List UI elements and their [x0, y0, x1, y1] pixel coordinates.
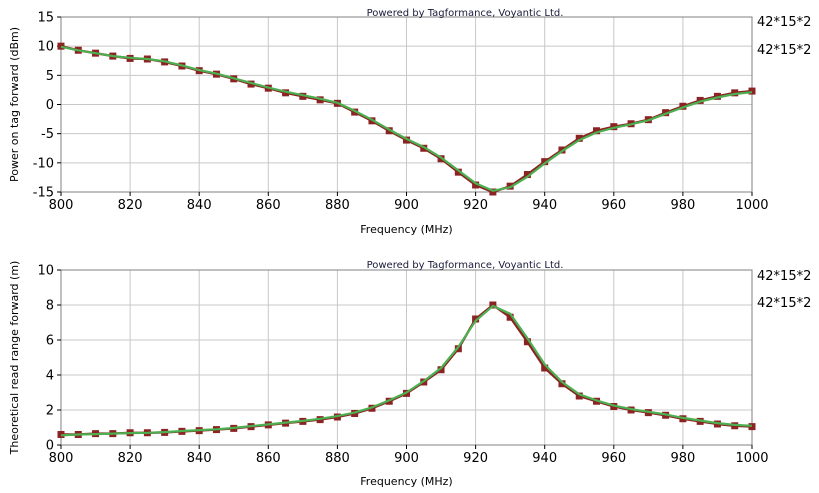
x-tick-label: 980 — [670, 198, 695, 213]
data-point — [489, 188, 497, 196]
data-point — [541, 158, 549, 166]
data-point — [282, 89, 290, 97]
series-line-2 — [60, 304, 753, 437]
legend-entry-1: 42*15*2 — [757, 15, 811, 30]
data-point — [299, 92, 307, 100]
data-point — [696, 96, 704, 104]
y-tick-label: 5 — [46, 69, 54, 84]
x-tick-label: 920 — [463, 451, 488, 466]
data-point — [472, 181, 480, 189]
data-point — [575, 392, 583, 400]
data-point — [593, 127, 601, 135]
data-point — [748, 87, 756, 95]
y-tick-label: 10 — [37, 40, 54, 55]
data-point — [748, 423, 756, 431]
data-point — [713, 92, 721, 100]
y-tick-label: 6 — [46, 334, 54, 349]
x-tick-label: 900 — [394, 451, 419, 466]
y-tick-label: 0 — [46, 98, 54, 113]
chart-2: 800 820 840 860 880 900 920 940 960 980 1000 0 2 4 6 8 1… — [8, 260, 811, 488]
data-point — [247, 80, 255, 88]
data-point — [454, 168, 462, 176]
data-point — [454, 345, 462, 353]
y-tick-label: 15 — [37, 11, 54, 26]
y-tick-label: 2 — [46, 404, 54, 419]
y-tick-label: 4 — [46, 369, 54, 384]
x-tick-label: 840 — [187, 451, 212, 466]
x-tick-label: 880 — [325, 198, 350, 213]
x-axis-label: Frequency (MHz) — [360, 223, 452, 236]
x-tick-label: 840 — [187, 198, 212, 213]
y-axis-label: Theoretical read range forward (m) — [8, 261, 21, 456]
x-tick-label: 820 — [118, 198, 143, 213]
y-tick-label: -10 — [33, 156, 54, 171]
y-tick-label: 8 — [46, 299, 54, 314]
data-point — [558, 380, 566, 388]
data-point — [57, 42, 65, 50]
x-tick-label: 860 — [256, 451, 281, 466]
x-tick-label: 960 — [601, 451, 626, 466]
y-tick-label: 0 — [46, 439, 54, 454]
y-tick-label: -5 — [41, 127, 54, 142]
x-tick-label: 940 — [532, 198, 557, 213]
x-tick-label: 920 — [463, 198, 488, 213]
x-tick-label: 1000 — [735, 198, 768, 213]
legend-entry-2: 42*15*2 — [757, 43, 811, 58]
y-tick-label: 10 — [37, 264, 54, 279]
x-tick-label: 940 — [532, 451, 557, 466]
x-tick-label: 860 — [256, 198, 281, 213]
data-point — [541, 364, 549, 372]
y-tick-label: -15 — [33, 186, 54, 201]
x-axis-label: Frequency (MHz) — [360, 475, 452, 488]
data-point — [731, 89, 739, 97]
data-point — [506, 313, 514, 321]
x-tick-label: 900 — [394, 198, 419, 213]
x-tick-label: 1000 — [735, 451, 768, 466]
data-point — [523, 171, 531, 178]
y-axis-label: Power on tag forward (dBm) — [8, 27, 21, 182]
data-point — [575, 134, 583, 142]
x-tick-label: 800 — [49, 451, 74, 466]
x-tick-label: 960 — [601, 198, 626, 213]
x-tick-label: 800 — [49, 198, 74, 213]
credit-text: Powered by Tagformance, Voyantic Ltd. — [367, 8, 564, 19]
x-tick-label: 880 — [325, 451, 350, 466]
credit-text: Powered by Tagformance, Voyantic Ltd. — [367, 260, 564, 271]
x-tick-label: 820 — [118, 451, 143, 466]
data-point — [610, 123, 618, 131]
data-point — [523, 338, 531, 346]
legend-entry-1: 42*15*2 — [757, 269, 811, 284]
series-line-2 — [60, 45, 753, 192]
data-point — [437, 366, 445, 374]
data-point — [472, 315, 480, 323]
chart-1: 800 820 840 860 880 900 920 940 960 980 1000 -15 -10… — [8, 8, 811, 236]
x-tick-label: 980 — [670, 451, 695, 466]
legend-entry-2: 42*15*2 — [757, 296, 811, 311]
